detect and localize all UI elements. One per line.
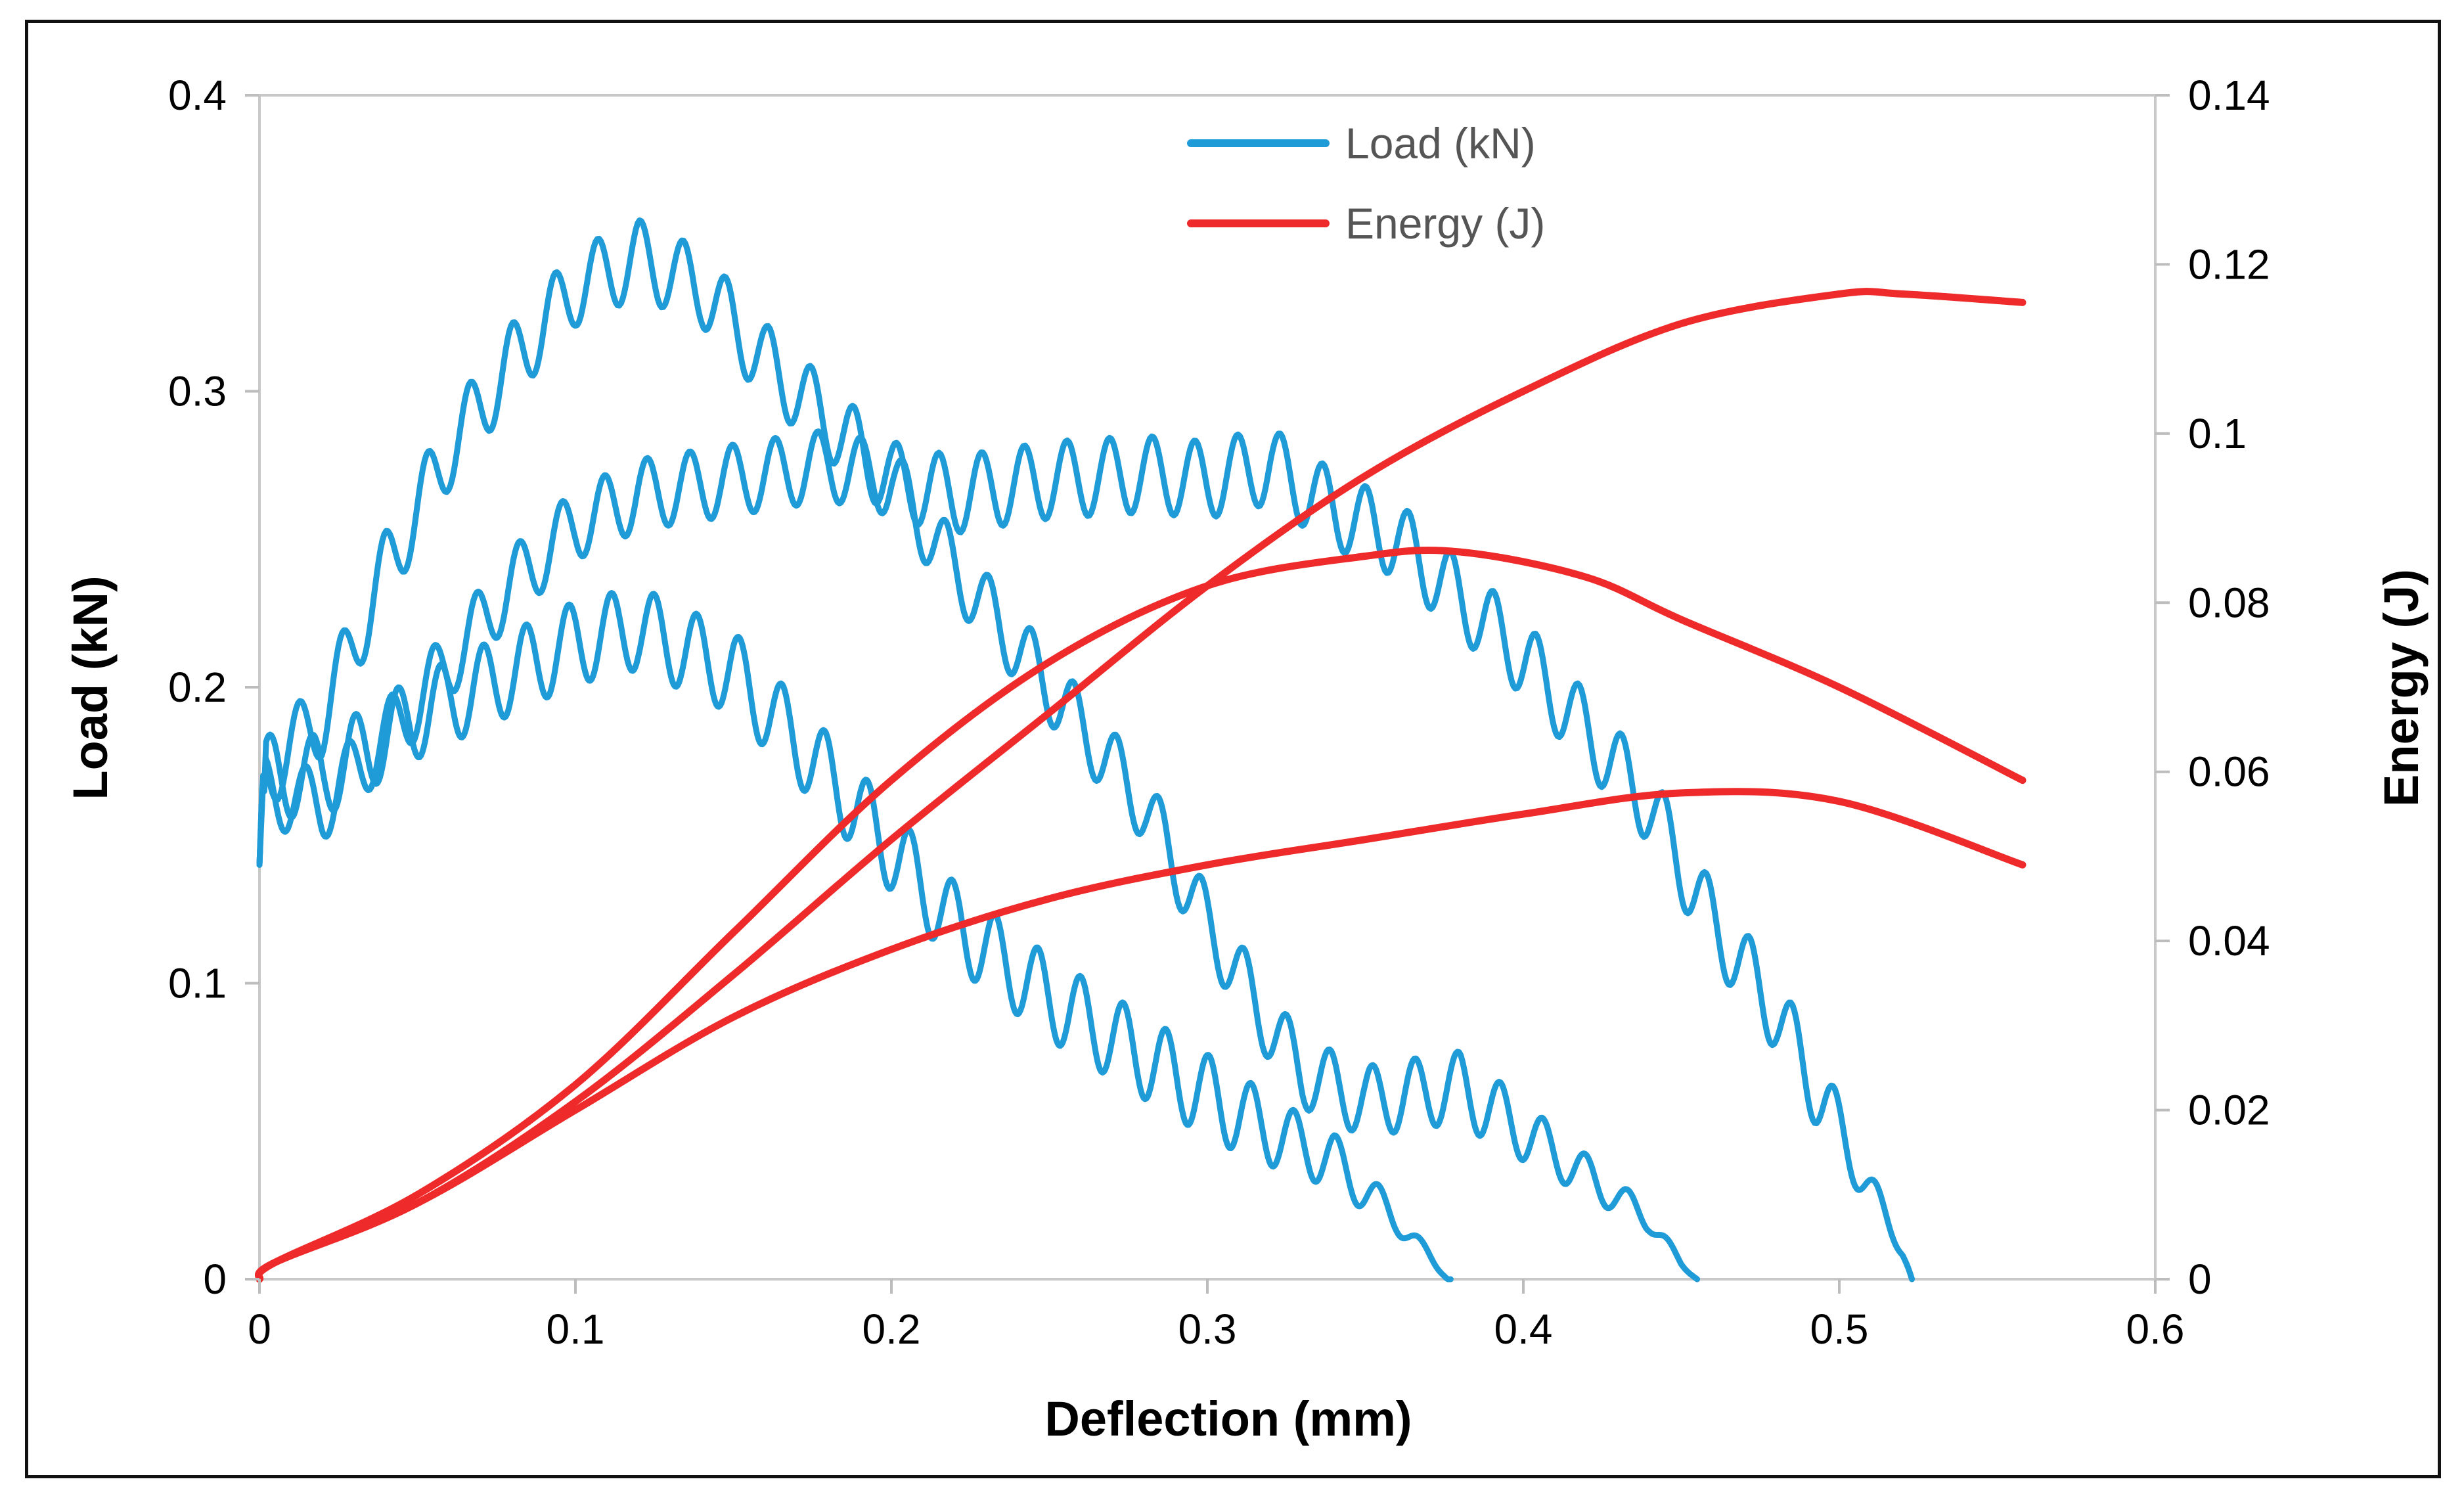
y-tick-label: 0.3 bbox=[168, 368, 227, 415]
x-tick-label: 0 bbox=[248, 1305, 271, 1353]
chart-canvas: 0 0.1 0.2 0.3 0.4 0.5 0.600.10.20.30.400.020.0… bbox=[63, 72, 2429, 1446]
legend-load-label: Load (kN) bbox=[1345, 119, 1536, 168]
energy-series-line-3 bbox=[255, 288, 2027, 1283]
chart-frame: 0 0.1 0.2 0.3 0.4 0.5 0.6 0 0.1 0.2 0.3 0.4 0 0.02 0.0… bbox=[25, 20, 2441, 1478]
series-layer bbox=[255, 217, 2027, 1283]
x-tick-label: 0.1 bbox=[547, 1305, 605, 1353]
x-tick-label: 0.2 bbox=[862, 1305, 921, 1353]
y2-tick-label: 0.1 bbox=[2188, 410, 2247, 457]
y2-axis-title: Energy (J) bbox=[2374, 569, 2429, 807]
y2-tick-label: 0.14 bbox=[2188, 72, 2270, 119]
y2-tick-label: 0.02 bbox=[2188, 1087, 2270, 1134]
x-tick-label: 0.5 bbox=[1810, 1305, 1869, 1353]
legend: Load (kN) Energy (J) bbox=[1187, 119, 1545, 248]
y-tick-label: 0.1 bbox=[168, 960, 227, 1007]
x-tick-label: 0.4 bbox=[1494, 1305, 1553, 1353]
y2-tick-label: 0.06 bbox=[2188, 748, 2270, 796]
y-tick-label: 0.2 bbox=[168, 664, 227, 711]
y2-tick-label: 0.08 bbox=[2188, 579, 2270, 626]
legend-energy-label: Energy (J) bbox=[1345, 199, 1545, 248]
y2-tick-label: 0.04 bbox=[2188, 917, 2270, 965]
load-series-line-1 bbox=[256, 590, 1454, 1282]
x-tick-label: 0.3 bbox=[1178, 1305, 1237, 1353]
y-tick-label: 0.4 bbox=[168, 72, 227, 119]
y2-tick-label: 0.12 bbox=[2188, 240, 2270, 288]
energy-series-line-1 bbox=[255, 788, 2027, 1283]
load-series-line-2 bbox=[256, 428, 1701, 1282]
energy-series-line-2 bbox=[255, 546, 2027, 1283]
x-tick-label: 0.6 bbox=[2126, 1305, 2185, 1353]
y2-tick-label: 0 bbox=[2188, 1256, 2212, 1303]
load-series-line-3 bbox=[256, 217, 1915, 1282]
axes-layer: 0 0.1 0.2 0.3 0.4 0.5 0.600.10.20.30.400.020.0… bbox=[168, 72, 2270, 1353]
y-tick-label: 0 bbox=[203, 1256, 227, 1303]
y-axis-title: Load (kN) bbox=[63, 576, 118, 800]
x-axis-title: Deflection (mm) bbox=[1044, 1392, 1412, 1446]
